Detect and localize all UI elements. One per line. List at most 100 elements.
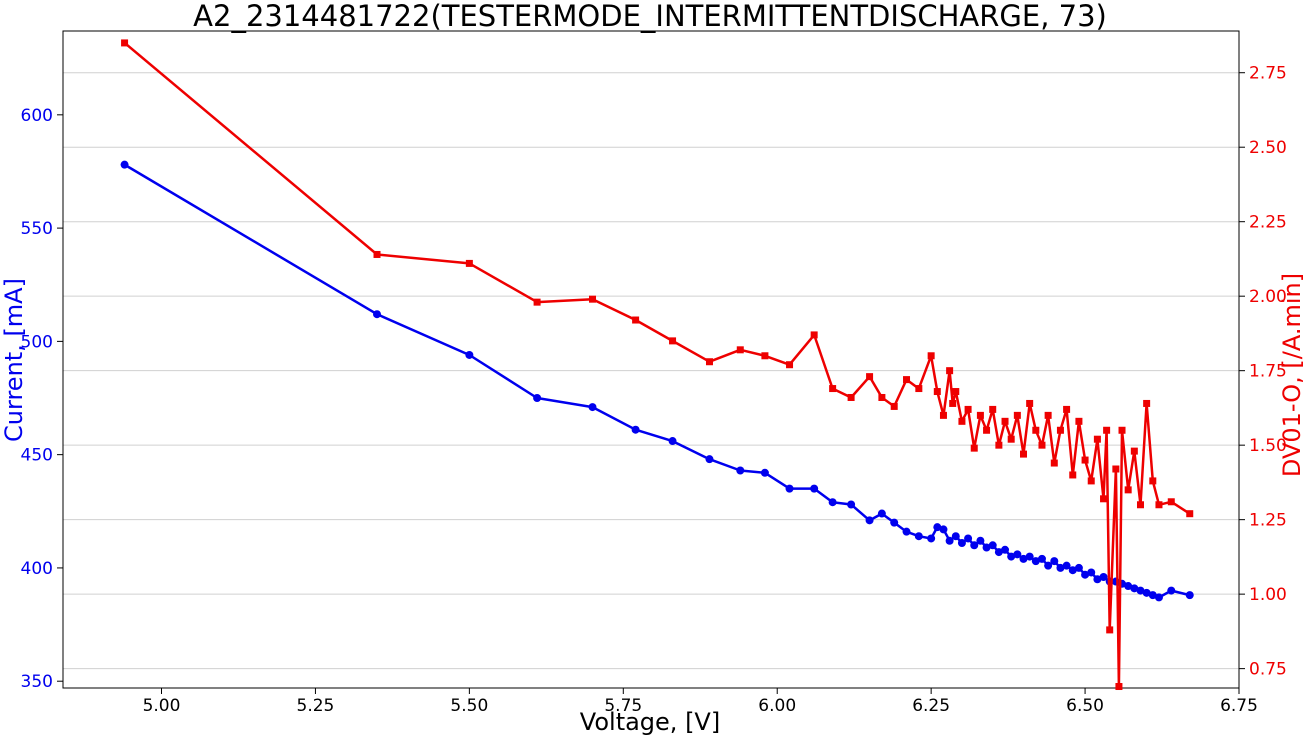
current-series-point — [1031, 557, 1040, 566]
x-tick-label: 6.75 — [1220, 696, 1258, 716]
dv01-series-point — [632, 316, 640, 324]
current-series-point — [1068, 566, 1077, 575]
dv01-series-point — [952, 388, 960, 396]
dv01-series-point — [866, 373, 874, 381]
current-series-point — [1124, 582, 1133, 591]
current-series-point — [1007, 552, 1016, 561]
dv01-series-point — [939, 411, 947, 419]
dv01-series-point — [761, 352, 769, 360]
dv01-series-point — [878, 393, 886, 401]
dv01-series-point — [1167, 498, 1175, 506]
dv01-series-point — [1038, 441, 1046, 449]
dv01-series-point — [970, 444, 978, 452]
x-axis-label: Voltage, [V] — [580, 708, 720, 736]
current-series-point — [877, 509, 886, 518]
current-series-point — [1093, 575, 1102, 584]
current-series-point — [994, 548, 1003, 557]
current-series-point — [785, 484, 794, 493]
current-series-point — [1154, 593, 1163, 602]
current-series-point — [1044, 561, 1053, 570]
dv01-series-point — [847, 393, 855, 401]
dv01-series-point — [1013, 411, 1021, 419]
dv01-series-point — [1186, 510, 1194, 518]
dv01-series-point — [1100, 495, 1108, 503]
dv01-series-point — [964, 405, 972, 413]
dv01-series-point — [1063, 405, 1071, 413]
current-series-point — [976, 536, 985, 545]
x-tick-label: 5.00 — [143, 696, 181, 716]
current-series-point — [373, 310, 382, 319]
dv01-series-point — [989, 405, 997, 413]
current-series-point — [927, 534, 936, 543]
dv01-series-point — [829, 385, 837, 393]
current-series-point — [1019, 554, 1028, 563]
dv01-series-point — [1103, 426, 1111, 434]
current-series-point — [865, 516, 874, 525]
dv01-series-point — [976, 411, 984, 419]
dv01-series-point — [1081, 456, 1089, 464]
dv01-series-point — [589, 295, 597, 303]
dv01-series-point — [1149, 477, 1157, 485]
x-tick-label: 6.00 — [758, 696, 796, 716]
x-tick-label: 5.50 — [450, 696, 488, 716]
dv01-series-point — [1032, 426, 1040, 434]
dv01-series-point — [1026, 399, 1034, 407]
dv01-series-point — [927, 352, 935, 360]
dv01-series-point — [903, 376, 911, 384]
dv01-series-point — [736, 346, 744, 354]
dv01-series-point — [1112, 465, 1120, 473]
dv01-series-point — [1001, 417, 1009, 425]
x-tick-label: 6.50 — [1066, 696, 1104, 716]
current-series-point — [705, 455, 714, 464]
dv01-series-point — [465, 259, 473, 267]
x-tick-label: 6.25 — [912, 696, 950, 716]
y-right-tick-label: 1.25 — [1249, 511, 1287, 531]
current-series-point — [1050, 557, 1059, 566]
current-series-point — [970, 541, 979, 550]
y-left-tick-label: 350 — [21, 672, 53, 692]
current-series-point — [1130, 584, 1139, 593]
current-series-point — [1056, 563, 1065, 572]
chart-title: A2_2314481722(TESTERMODE_INTERMITTENTDIS… — [193, 0, 1107, 33]
current-series-point — [1087, 568, 1096, 577]
y-left-tick-label: 600 — [21, 106, 53, 126]
dv01-series-point — [1056, 426, 1064, 434]
current-series-point — [1099, 572, 1108, 581]
dv01-series-point — [1115, 683, 1123, 691]
dv01-series-point — [1124, 486, 1132, 494]
current-series-point — [957, 539, 966, 548]
dv01-series-point — [1050, 459, 1058, 467]
dv01-series-point — [1044, 411, 1052, 419]
dv01-series-point — [1075, 417, 1083, 425]
current-series-point — [120, 160, 129, 169]
dv01-series-point — [1155, 501, 1163, 509]
current-series-point — [533, 394, 542, 403]
current-series-point — [1081, 570, 1090, 579]
current-series-point — [1142, 588, 1151, 597]
plot-area — [62, 30, 1240, 689]
series-layer — [120, 39, 1194, 691]
y-right-tick-label: 2.25 — [1249, 213, 1287, 233]
y-right-tick-label: 0.75 — [1249, 660, 1287, 680]
current-series-point — [1185, 591, 1194, 600]
dv01-series-point — [995, 441, 1003, 449]
dv01-series-point — [1143, 399, 1151, 407]
current-series-point — [902, 527, 911, 536]
dv01-series-point — [810, 331, 818, 339]
dv01-series-point — [1087, 477, 1095, 485]
dv01-series-point — [949, 399, 957, 407]
dv01-series-point — [890, 402, 898, 410]
current-series-point — [810, 484, 819, 493]
dv01-series-point — [121, 39, 129, 47]
x-tick-label: 5.25 — [297, 696, 335, 716]
current-series-point — [847, 500, 856, 509]
dv01-series-point — [1020, 450, 1028, 458]
dv01-series-point — [1007, 435, 1015, 443]
dv01-series-point — [1130, 447, 1138, 455]
dv01-series-point — [705, 358, 713, 366]
dv01-series-point — [946, 367, 954, 375]
current-series-point — [1148, 591, 1157, 600]
current-series-point — [1074, 563, 1083, 572]
current-series-point — [939, 525, 948, 534]
